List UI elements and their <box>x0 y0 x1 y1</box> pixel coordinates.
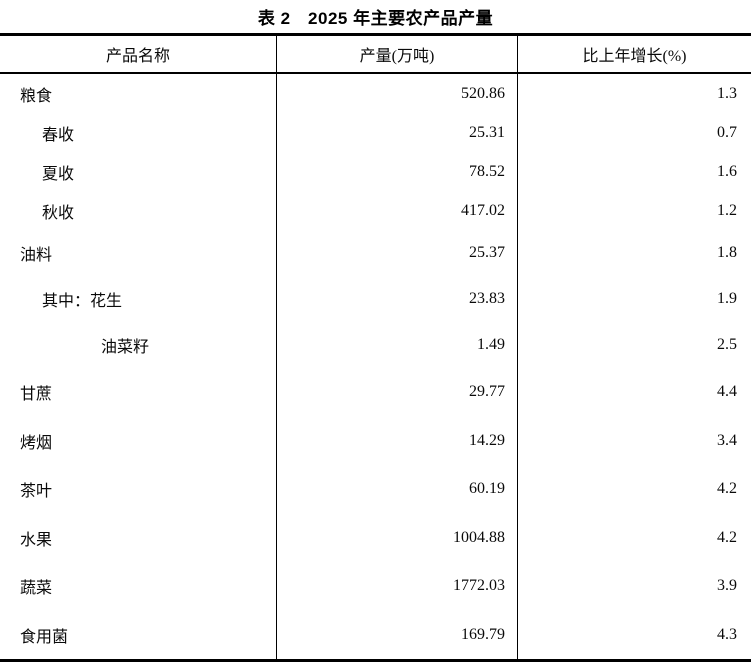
column-header-output: 产量(万吨) <box>276 36 518 72</box>
growth-value-cell: 1.8 <box>717 244 737 261</box>
product-name-cell: 秋收 <box>42 204 75 222</box>
growth-value-cell: 1.2 <box>717 201 737 219</box>
growth-value-cell: 2.5 <box>717 336 737 353</box>
table-title: 表 2 2025 年主要农产品产量 <box>257 9 494 28</box>
growth-value-cell: 0.7 <box>717 123 737 141</box>
growth-value-cell: 1.3 <box>717 84 737 102</box>
agricultural-output-table: 产品名称 产量(万吨) 比上年增长(%) 粮食 520.86 1.3 春收 25… <box>0 33 751 662</box>
product-name-cell: 粮食 <box>20 87 53 105</box>
output-value-cell: 417.02 <box>276 191 518 230</box>
output-value-cell: 23.83 <box>276 276 518 322</box>
table-row: 食用菌 169.79 4.3 <box>0 610 751 659</box>
output-value-cell: 60.19 <box>276 465 518 514</box>
product-name-cell: 食用菌 <box>20 628 69 646</box>
output-value-cell: 14.29 <box>276 416 518 465</box>
table-body: 粮食 520.86 1.3 春收 25.31 0.7 夏收 78.52 1.6 … <box>0 74 751 659</box>
product-name-cell: 甘蔗 <box>20 386 53 404</box>
product-name-cell: 其中：花生 <box>42 293 123 310</box>
table-row: 其中：花生 23.83 1.9 <box>0 276 751 322</box>
product-name-cell: 油料 <box>20 247 53 264</box>
table-row: 粮食 520.86 1.3 <box>0 74 751 113</box>
output-value-cell: 29.77 <box>276 368 518 417</box>
table-row: 烤烟 14.29 3.4 <box>0 416 751 465</box>
growth-value-cell: 1.9 <box>717 290 737 307</box>
product-name-cell: 水果 <box>20 531 53 549</box>
output-value-cell: 1004.88 <box>276 513 518 562</box>
table-row: 夏收 78.52 1.6 <box>0 152 751 191</box>
product-name-cell: 烤烟 <box>20 434 53 452</box>
product-name-cell: 春收 <box>42 126 75 144</box>
output-value-cell: 1772.03 <box>276 562 518 611</box>
product-name-cell: 夏收 <box>42 165 75 183</box>
growth-value-cell: 4.4 <box>717 383 737 401</box>
output-value-cell: 169.79 <box>276 610 518 659</box>
table-row: 秋收 417.02 1.2 <box>0 191 751 230</box>
growth-value-cell: 3.4 <box>717 431 737 449</box>
output-value-cell: 520.86 <box>276 74 518 113</box>
table-row: 蔬菜 1772.03 3.9 <box>0 562 751 611</box>
product-name-cell: 油菜籽 <box>101 339 150 356</box>
table-row: 茶叶 60.19 4.2 <box>0 465 751 514</box>
growth-value-cell: 3.9 <box>717 577 737 595</box>
output-value-cell: 25.37 <box>276 230 518 276</box>
growth-value-cell: 4.2 <box>717 480 737 498</box>
table-row: 春收 25.31 0.7 <box>0 113 751 152</box>
table-row: 油菜籽 1.49 2.5 <box>0 322 751 368</box>
table-row: 甘蔗 29.77 4.4 <box>0 368 751 417</box>
product-name-cell: 蔬菜 <box>20 580 53 598</box>
product-name-cell: 茶叶 <box>20 483 53 501</box>
output-value-cell: 1.49 <box>276 322 518 368</box>
column-header-product-name: 产品名称 <box>105 48 170 65</box>
output-value-cell: 25.31 <box>276 113 518 152</box>
growth-value-cell: 1.6 <box>717 162 737 180</box>
table-header-row: 产品名称 产量(万吨) 比上年增长(%) <box>0 36 751 74</box>
column-header-growth: 比上年增长(%) <box>582 48 687 65</box>
growth-value-cell: 4.2 <box>717 528 737 546</box>
growth-value-cell: 4.3 <box>717 625 737 643</box>
table-row: 油料 25.37 1.8 <box>0 230 751 276</box>
table-row: 水果 1004.88 4.2 <box>0 513 751 562</box>
output-value-cell: 78.52 <box>276 152 518 191</box>
